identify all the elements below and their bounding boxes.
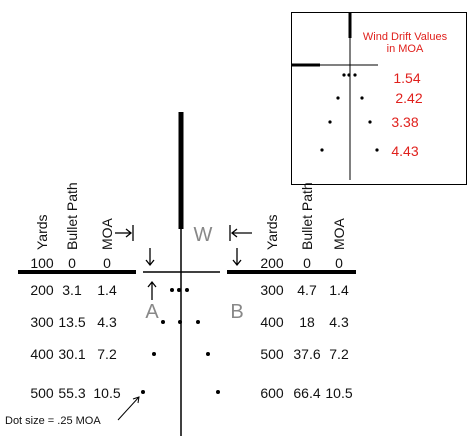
table-cell: 500 bbox=[260, 346, 284, 362]
table-cell: 200 bbox=[260, 255, 284, 271]
table-cell: 400 bbox=[30, 346, 54, 362]
wind-value: 4.43 bbox=[391, 143, 418, 159]
table-cell: 0 bbox=[68, 255, 76, 271]
column-header: Bullet Path bbox=[299, 182, 315, 250]
table-cell: 37.6 bbox=[293, 346, 320, 362]
column-header: MOA bbox=[331, 217, 347, 250]
column-header: MOA bbox=[99, 217, 115, 250]
table-cell: 4.3 bbox=[97, 314, 117, 330]
column-header: Bullet Path bbox=[64, 182, 80, 250]
table-cell: 30.1 bbox=[58, 346, 85, 362]
table-cell: 7.2 bbox=[97, 346, 117, 362]
table-cell: 0 bbox=[103, 255, 111, 271]
dot-size-note: Dot size = .25 MOA bbox=[5, 415, 101, 427]
table-cell: 10.5 bbox=[93, 385, 120, 401]
table-cell: 400 bbox=[260, 314, 284, 330]
table-cell: 4.7 bbox=[297, 282, 317, 298]
table-cell: 1.4 bbox=[329, 282, 349, 298]
table-cell: 10.5 bbox=[325, 385, 352, 401]
holdover-dots bbox=[141, 288, 220, 394]
table-cell: 1.4 bbox=[97, 282, 117, 298]
table-cell: 3.1 bbox=[62, 282, 82, 298]
column-header: Yards bbox=[264, 214, 280, 250]
table-cell: 7.2 bbox=[329, 346, 349, 362]
table-cell: 500 bbox=[30, 385, 54, 401]
inset-title: Wind Drift Values bbox=[363, 31, 448, 43]
inset-title: in MOA bbox=[387, 43, 424, 55]
table-cell: 0 bbox=[335, 255, 343, 271]
table-cell: 13.5 bbox=[58, 314, 85, 330]
table-cell: 55.3 bbox=[58, 385, 85, 401]
table-cell: 18 bbox=[299, 314, 315, 330]
reticle bbox=[18, 112, 356, 436]
table-cell: 100 bbox=[30, 255, 54, 271]
table-cell: 600 bbox=[260, 385, 284, 401]
inset: Wind Drift Values in MOA 1.54 2.42 3.38 … bbox=[291, 12, 467, 185]
label-w: W bbox=[194, 224, 213, 246]
label-b: B bbox=[230, 301, 243, 323]
label-a: A bbox=[145, 301, 159, 323]
table-cell: 0 bbox=[303, 255, 311, 271]
table-cell: 200 bbox=[30, 282, 54, 298]
column-header: Yards bbox=[34, 214, 50, 250]
table-cell: 300 bbox=[260, 282, 284, 298]
wind-value: 2.42 bbox=[395, 90, 422, 106]
table-cell: 4.3 bbox=[329, 314, 349, 330]
wind-value: 1.54 bbox=[393, 70, 420, 86]
table-cell: 66.4 bbox=[293, 385, 320, 401]
wind-value: 3.38 bbox=[391, 114, 418, 130]
table-cell: 300 bbox=[30, 314, 54, 330]
